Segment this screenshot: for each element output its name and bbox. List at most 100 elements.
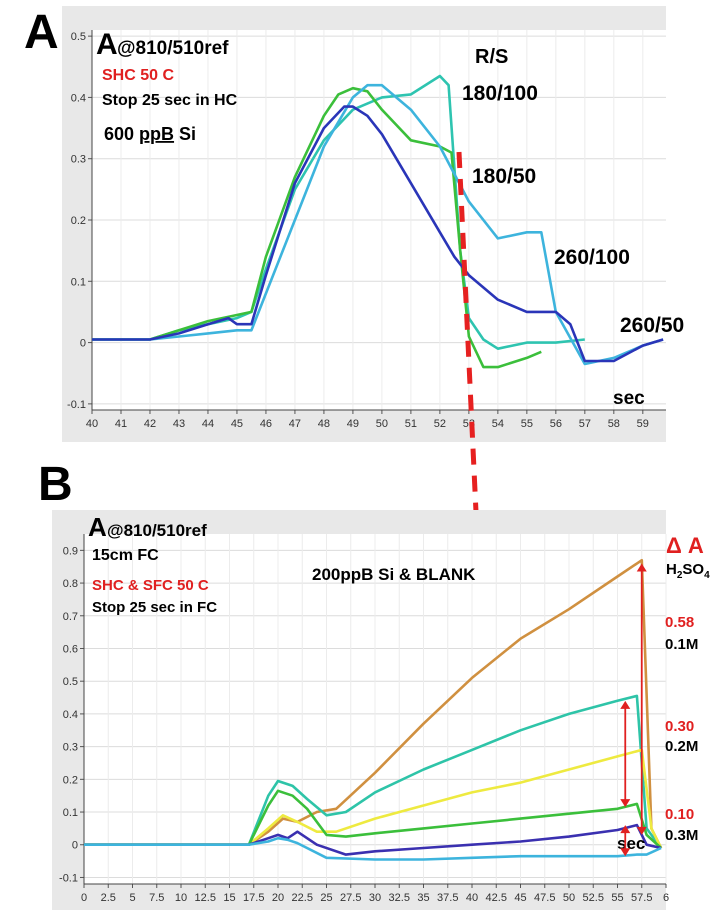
series-line-0 [84, 558, 663, 849]
panel-b-letter: B [38, 458, 73, 511]
y-tick-label: 0.8 [63, 578, 78, 590]
x-tick-label: 42.5 [486, 892, 507, 904]
panel-a-title-sub: @810/510ref [117, 38, 229, 59]
panel-a-y-tick-labels: -0.1 0 0.1 0.2 0.3 0.4 0.5 [67, 31, 86, 411]
delta-molarity-1: 0.2M [665, 738, 698, 755]
panel-b-title-sub: @810/510ref [107, 521, 207, 540]
delta-arrow-small-head-top [620, 825, 631, 834]
x-tick-label: 12.5 [195, 892, 216, 904]
x-tick-label: 52.5 [583, 892, 604, 904]
x-tick-label: 5 [129, 892, 135, 904]
delta-value-0: 0.58 [665, 614, 694, 631]
x-tick-label: 48 [318, 418, 330, 430]
x-tick-label: 54 [492, 418, 504, 430]
delta-arrow-large-head-top [636, 563, 647, 572]
x-tick-label: 37.5 [437, 892, 458, 904]
panel-a-x-axis-label: sec [613, 388, 645, 409]
y-tick-label: 0.9 [63, 545, 78, 557]
x-tick-label: 15 [223, 892, 235, 904]
panel-a-concentration-unit: ppB [139, 124, 174, 144]
delta-arrows [620, 563, 647, 857]
acid-header: H2SO4 [666, 561, 710, 581]
series-line-2 [92, 83, 664, 366]
panel-a-rs-header: R/S [475, 46, 508, 68]
x-tick-label: 55 [521, 418, 533, 430]
y-tick-label: 0.3 [71, 154, 86, 166]
y-tick-label: 0.2 [63, 774, 78, 786]
y-tick-label: 0 [72, 840, 78, 852]
delta-value-2: 0.10 [665, 806, 694, 823]
panel-b-grid [80, 534, 667, 888]
x-tick-label: 40 [86, 418, 98, 430]
panel-a-x-tick-labels: 40 41 42 43 44 45 46 47 48 49 50 51 52 53 54 55 56 57 58 59 [86, 418, 649, 430]
x-tick-label: 59 [637, 418, 649, 430]
delta-arrow-large-head-bottom [636, 826, 647, 835]
x-tick-label: 57.5 [631, 892, 652, 904]
panel-a-series [92, 74, 664, 369]
panel-b-sample: 200ppB Si & BLANK [312, 565, 476, 584]
x-tick-label: 10 [175, 892, 187, 904]
x-tick-label: 2.5 [101, 892, 116, 904]
panel-b-title-big: A [88, 512, 107, 542]
panel-a-title-big: A [96, 28, 118, 61]
x-tick-label: 47.5 [534, 892, 555, 904]
series-line-1 [84, 694, 663, 849]
panel-b-x-axis-label: sec [617, 834, 645, 853]
x-tick-label: 49 [347, 418, 359, 430]
acid-header-sub-4: 4 [704, 570, 710, 581]
x-tick-label: 0 [81, 892, 87, 904]
delta-molarity-2: 0.3M [665, 827, 698, 844]
x-tick-label: 55 [611, 892, 623, 904]
panel-b: -0.100.10.20.30.40.50.60.70.80.9 0 2.5 5 7.… [38, 458, 710, 910]
panel-a-concentration-value: 600 [104, 124, 139, 144]
delta-arrow-medium-head-bottom [620, 799, 631, 808]
y-tick-label: 0.3 [63, 742, 78, 754]
series-label-260-50: 260/50 [620, 314, 684, 337]
y-tick-label: 0.2 [71, 215, 86, 227]
x-tick-label: 44 [202, 418, 214, 430]
panel-a: -0.1 0 0.1 0.2 0.3 0.4 0.5 40 41 42 43 44 45 46 47 48 4… [24, 6, 684, 513]
panel-a-concentration: 600 ppB Si [104, 124, 196, 144]
y-tick-label: -0.1 [59, 872, 78, 884]
y-tick-label: 0.1 [71, 276, 86, 288]
y-tick-label: -0.1 [67, 399, 86, 411]
panel-b-condition: SHC & SFC 50 C [92, 577, 209, 594]
panel-a-letter: A [24, 6, 59, 59]
y-tick-label: 0.4 [71, 92, 86, 104]
x-tick-label: 57 [579, 418, 591, 430]
acid-header-so: SO [682, 561, 704, 578]
x-tick-label: 58 [608, 418, 620, 430]
panel-b-x-tick-labels: 0 2.5 5 7.5 10 12.5 15 17.5 20 22.5 25 27.5 30 32.5 35… [81, 892, 669, 904]
panel-a-condition: SHC 50 C [102, 67, 174, 84]
y-tick-label: 0.6 [63, 643, 78, 655]
x-tick-label: 50 [563, 892, 575, 904]
x-tick-label: 17.5 [243, 892, 264, 904]
y-tick-label: 0 [80, 338, 86, 350]
panel-b-y-tick-labels: -0.1 0 0.1 0.2 0.3 0.4 0.5 0.6 0.7 0.8 0.9 [59, 545, 78, 884]
x-tick-label: 50 [376, 418, 388, 430]
panel-a-concentration-element: Si [174, 124, 196, 144]
x-tick-label: 27.5 [340, 892, 361, 904]
x-tick-label: 35 [417, 892, 429, 904]
x-tick-label: 32.5 [389, 892, 410, 904]
delta-a-header: Δ A [666, 533, 704, 558]
acid-header-h: H [666, 561, 677, 578]
panel-b-stop: Stop 25 sec in FC [92, 599, 217, 616]
y-tick-label: 0.5 [63, 676, 78, 688]
y-tick-label: 0.5 [71, 31, 86, 43]
panel-a-stop: Stop 25 sec in HC [102, 92, 238, 109]
x-tick-label: 7.5 [149, 892, 164, 904]
y-tick-label: 0.4 [63, 709, 78, 721]
delta-value-1: 0.30 [665, 718, 694, 735]
delta-arrow-medium-head-top [620, 700, 631, 709]
series-line-3 [92, 105, 664, 363]
x-tick-label: 47 [289, 418, 301, 430]
x-tick-label: 51 [405, 418, 417, 430]
x-tick-label: 45 [514, 892, 526, 904]
series-label-260-100: 260/100 [554, 246, 630, 269]
y-tick-label: 0.7 [63, 611, 78, 623]
delta-molarity-0: 0.1M [665, 636, 698, 653]
y-tick-label: 0.1 [63, 807, 78, 819]
series-label-180-100: 180/100 [462, 82, 538, 105]
